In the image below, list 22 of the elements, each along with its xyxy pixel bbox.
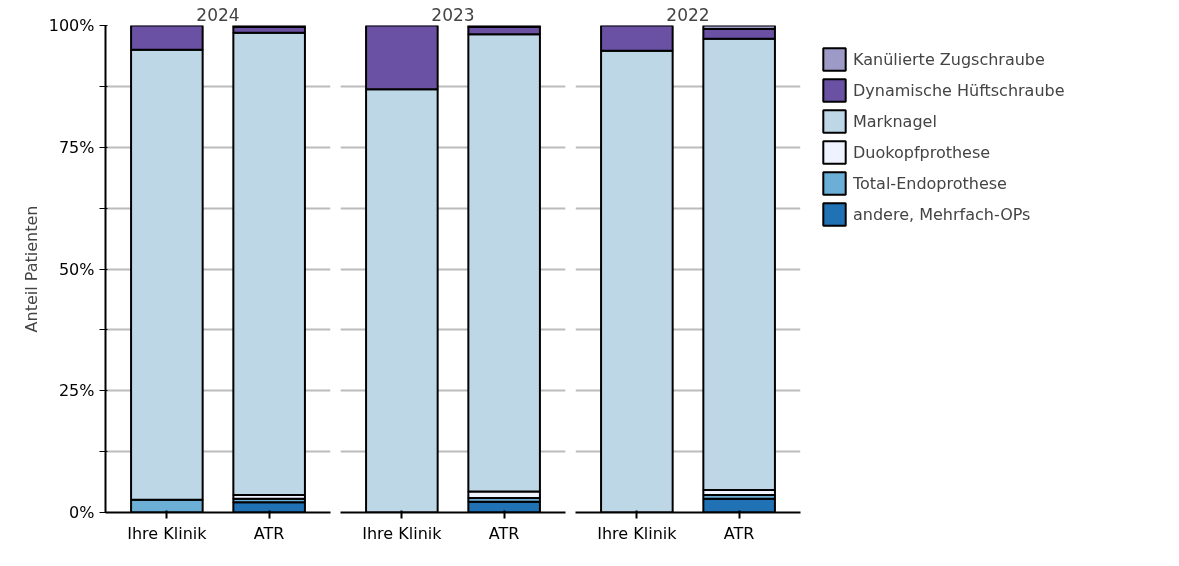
bar [232, 31, 306, 496]
legend-label: Duokopfprothese [853, 142, 991, 162]
chart-title: 2022 [666, 4, 710, 25]
y-tick-label: 25% [58, 381, 95, 401]
x-tick-label: ATR [723, 523, 755, 543]
legend-label: Marknagel [853, 111, 937, 131]
y-tick-label: 50% [58, 259, 95, 279]
legend-label: Total-Endoprothese [853, 173, 1007, 193]
legend-label: andere, Mehrfach-OPs [853, 204, 1031, 224]
x-tick-label: ATR [488, 523, 520, 543]
legend-label: Dynamische Hüftschraube [853, 80, 1065, 100]
legend-label: Kanülierte Zugschraube [853, 49, 1045, 69]
y-tick-label: 100% [48, 16, 95, 35]
y-axis-title: Anteil Patienten [21, 205, 41, 333]
x-tick-label: Ihre Klinik [127, 523, 208, 543]
x-tick-label: Ihre Klinik [362, 523, 443, 543]
chart-title: 2024 [196, 4, 240, 25]
chart-title: 2023 [431, 4, 475, 25]
x-tick-label: Ihre Klinik [597, 523, 678, 543]
y-tick-label: 0% [69, 503, 95, 522]
y-tick-label: 75% [58, 137, 95, 157]
x-tick-label: ATR [253, 523, 285, 543]
